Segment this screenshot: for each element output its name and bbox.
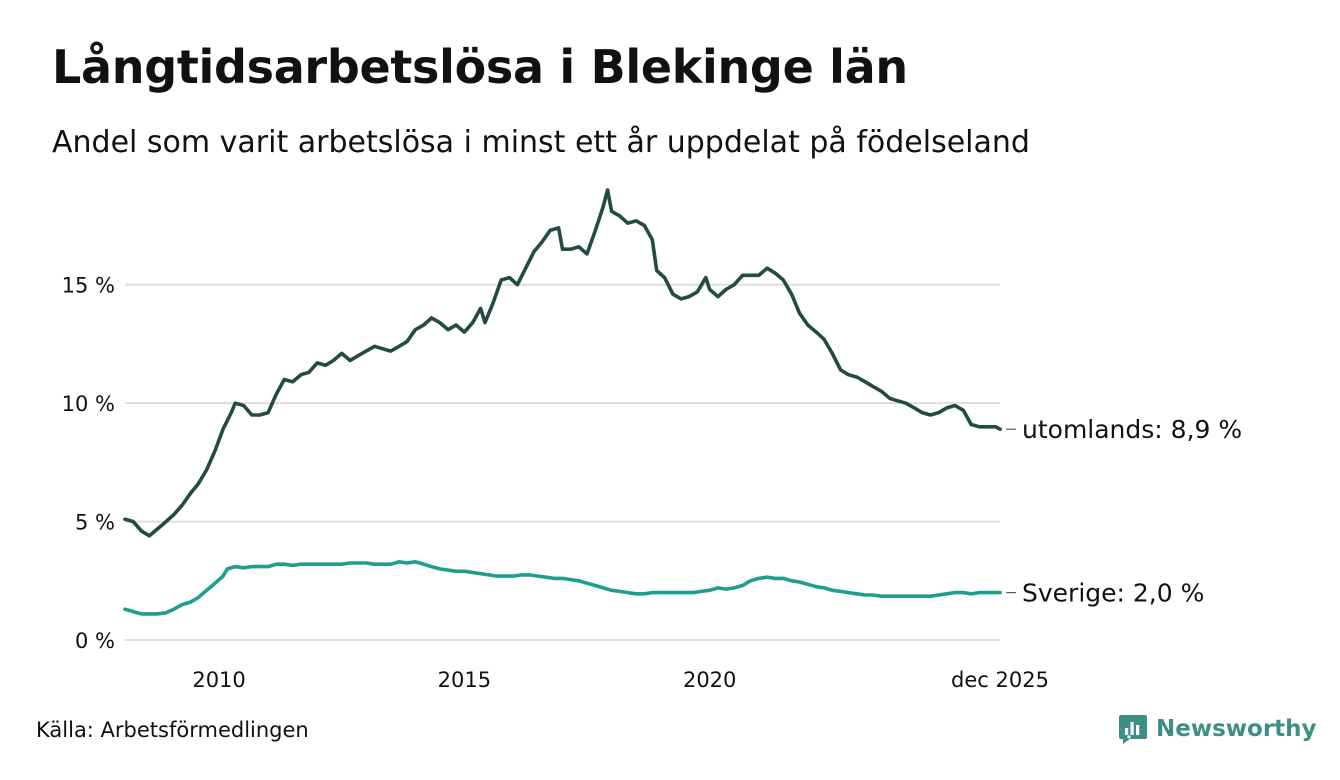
- x-tick-label: 2020: [683, 668, 736, 692]
- newsworthy-icon: [1119, 715, 1147, 744]
- x-tick-label: 2015: [438, 668, 491, 692]
- y-tick-label: 0 %: [75, 629, 115, 653]
- x-tick-label: 2010: [192, 668, 245, 692]
- source-note: Källa: Arbetsförmedlingen: [36, 718, 309, 742]
- y-tick-label: 5 %: [75, 511, 115, 535]
- series-line-utomlands: [123, 188, 1002, 538]
- y-tick-label: 10 %: [62, 392, 115, 416]
- chart-title: Långtidsarbetslösa i Blekinge län: [52, 40, 908, 94]
- end-label-utomlands: utomlands: 8,9 %: [1022, 415, 1242, 444]
- chart-subtitle: Andel som varit arbetslösa i minst ett å…: [52, 125, 1030, 160]
- end-label-sverige: Sverige: 2,0 %: [1022, 579, 1204, 608]
- series-line-sverige: [123, 560, 1002, 616]
- brand-name: Newsworthy: [1156, 716, 1317, 742]
- y-tick-label: 15 %: [62, 274, 115, 298]
- brand-logo: Newsworthy: [1118, 713, 1317, 745]
- x-tick-label: dec 2025: [951, 668, 1049, 692]
